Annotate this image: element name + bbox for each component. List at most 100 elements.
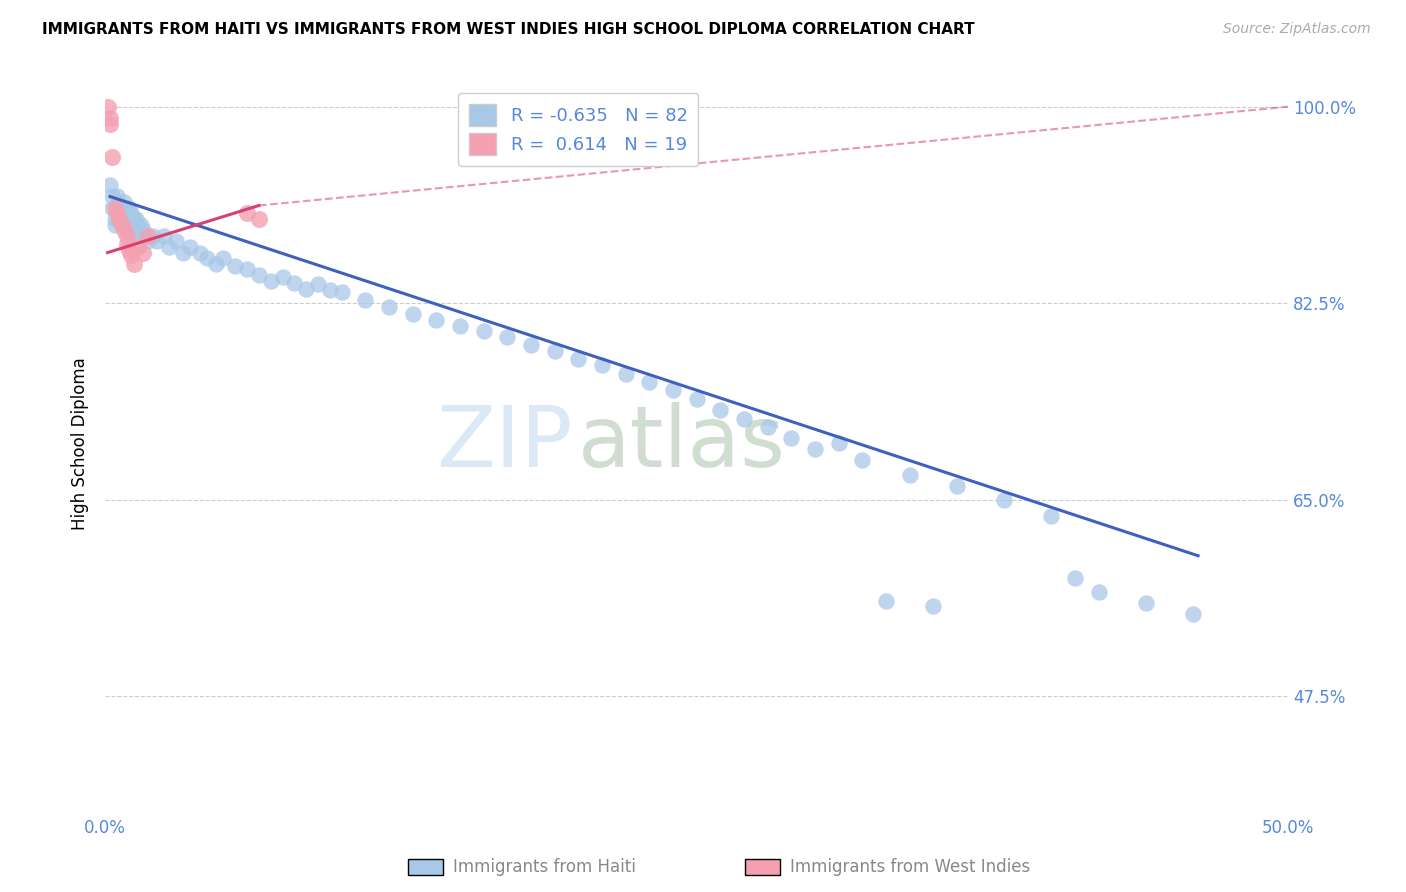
Point (104, 201, 127, 215)
Point (97, 100, 120, 114)
Point (295, 281, 318, 295)
Point (804, 442, 827, 456)
Text: Source: ZipAtlas.com: Source: ZipAtlas.com (1223, 22, 1371, 37)
Point (205, 257, 228, 271)
Point (115, 236, 138, 251)
Point (378, 300, 401, 314)
Point (105, 206, 128, 220)
Point (756, 419, 779, 434)
Point (118, 201, 141, 215)
Point (153, 228, 176, 243)
Text: Immigrants from Haiti: Immigrants from Haiti (453, 858, 636, 876)
Point (120, 248, 142, 262)
Point (172, 245, 194, 260)
Point (108, 206, 131, 220)
Point (111, 201, 134, 215)
Point (115, 228, 138, 243)
Point (112, 223, 135, 237)
Point (98, 178, 121, 193)
Point (851, 453, 873, 467)
Point (662, 383, 685, 397)
Text: Immigrants from West Indies: Immigrants from West Indies (790, 858, 1031, 876)
Point (127, 218, 149, 232)
Point (946, 479, 969, 493)
Point (1040, 509, 1063, 524)
Point (993, 492, 1015, 507)
Point (1064, 571, 1087, 585)
Point (129, 218, 152, 232)
Point (319, 283, 342, 297)
Point (157, 240, 180, 254)
Point (212, 252, 235, 266)
Point (283, 276, 305, 290)
Point (122, 257, 145, 271)
Point (105, 201, 128, 215)
Point (127, 228, 149, 243)
Point (1087, 584, 1109, 599)
Point (520, 337, 543, 351)
Point (195, 252, 218, 266)
Point (472, 324, 495, 338)
Point (780, 431, 803, 445)
Point (236, 262, 259, 277)
Point (104, 211, 127, 226)
Point (134, 228, 156, 243)
Point (898, 467, 921, 482)
Point (98, 116, 121, 130)
Point (125, 211, 148, 226)
Point (120, 206, 142, 220)
Point (247, 211, 270, 226)
Point (118, 211, 141, 226)
Point (709, 402, 731, 417)
Point (111, 211, 134, 226)
Point (115, 211, 138, 226)
Point (827, 436, 849, 450)
Point (111, 218, 134, 232)
Point (591, 358, 613, 372)
Point (330, 285, 353, 299)
Point (224, 259, 246, 273)
Text: ZIP: ZIP (436, 402, 572, 485)
Point (120, 218, 142, 232)
Point (614, 367, 637, 381)
Point (449, 318, 471, 333)
Point (875, 593, 897, 607)
Point (1182, 607, 1205, 622)
Point (179, 240, 201, 254)
Point (108, 211, 131, 226)
Point (125, 223, 148, 237)
Point (122, 211, 145, 226)
Y-axis label: High School Diploma: High School Diploma (72, 357, 89, 530)
Point (115, 201, 138, 215)
Point (105, 189, 128, 203)
Point (112, 206, 135, 220)
Point (236, 206, 259, 220)
Point (247, 268, 270, 282)
Point (307, 277, 329, 291)
Point (136, 228, 159, 243)
Point (354, 293, 377, 307)
Point (544, 344, 567, 359)
Point (132, 223, 155, 237)
Point (402, 307, 425, 321)
Point (165, 235, 187, 249)
Point (141, 228, 163, 243)
Point (260, 274, 283, 288)
Point (118, 244, 141, 258)
Point (132, 245, 155, 260)
Point (146, 235, 169, 249)
Point (127, 240, 149, 254)
Point (1135, 596, 1157, 610)
Text: IMMIGRANTS FROM HAITI VS IMMIGRANTS FROM WEST INDIES HIGH SCHOOL DIPLOMA CORRELA: IMMIGRANTS FROM HAITI VS IMMIGRANTS FROM… (42, 22, 974, 37)
Point (922, 599, 945, 614)
Point (567, 352, 589, 367)
Legend: R = -0.635   N = 82, R =  0.614   N = 19: R = -0.635 N = 82, R = 0.614 N = 19 (458, 93, 699, 166)
Point (122, 223, 145, 237)
Point (112, 195, 135, 210)
Point (104, 218, 127, 232)
Point (271, 270, 294, 285)
Point (101, 150, 124, 164)
Point (101, 189, 124, 203)
Point (101, 201, 124, 215)
Point (425, 313, 447, 327)
